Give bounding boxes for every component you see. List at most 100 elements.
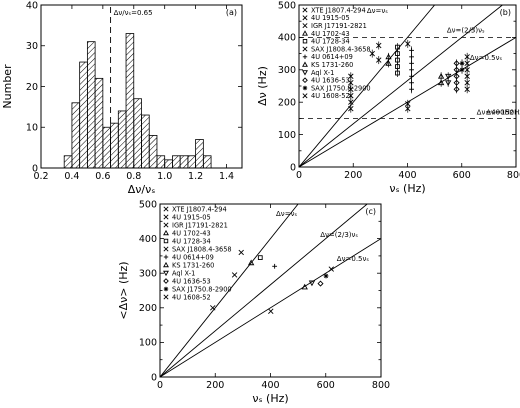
series-sax-j1808-4-3658 xyxy=(268,308,274,314)
histogram-panel-a: Δν/νₛ=0.65 0.2 0.4 0.6 0.8 1.0 1.2 1.4 0 10 20 30 40… xyxy=(1,0,243,196)
y-tick-label: 300 xyxy=(278,65,296,76)
data-point xyxy=(328,266,334,272)
data-point xyxy=(302,30,308,36)
series-4u-0614-09 xyxy=(272,263,278,269)
legend-entry: 4U 1728-34 xyxy=(172,237,211,245)
data-point xyxy=(464,67,470,73)
y-tick-label: 100 xyxy=(139,338,157,349)
data-point xyxy=(395,70,400,76)
panel-label: (a) xyxy=(226,8,237,17)
data-point xyxy=(308,280,316,287)
x-tick-label: 800 xyxy=(372,380,390,391)
data-point xyxy=(385,53,392,60)
x-axis-label: νₛ (Hz) xyxy=(389,182,425,195)
series-sax-j1808-4-3658 xyxy=(405,39,411,113)
marker-stroke xyxy=(302,46,308,52)
data-point xyxy=(464,60,470,67)
data-point xyxy=(395,44,400,50)
marker-stroke xyxy=(405,105,411,112)
data-point xyxy=(385,59,392,66)
data-point xyxy=(409,67,414,73)
data-point xyxy=(302,77,308,84)
data-point xyxy=(437,79,445,86)
data-point xyxy=(238,249,244,256)
data-point xyxy=(302,46,308,52)
reference-line-label: Δν=(2/3)νₛ xyxy=(447,27,485,35)
y-tick-label: 0 xyxy=(32,163,38,174)
x-tick-label: 0 xyxy=(157,380,163,391)
marker-stroke xyxy=(302,93,308,99)
x-axis-label: νₛ (Hz) xyxy=(252,392,288,405)
series-4u-1728-34 xyxy=(395,43,400,78)
x-tick-label: 600 xyxy=(453,170,471,181)
histogram-bar xyxy=(187,155,197,168)
marker-stroke xyxy=(376,42,382,49)
marker-stroke xyxy=(348,105,354,112)
y-tick-label: 0 xyxy=(151,372,157,383)
marker-stroke xyxy=(268,308,274,314)
plot-area xyxy=(160,204,381,377)
y-tick-label: 100 xyxy=(278,130,296,141)
y-tick-label: 400 xyxy=(139,234,157,245)
histogram-bar xyxy=(71,102,81,168)
data-point xyxy=(210,305,216,311)
data-point xyxy=(302,93,308,99)
series-sax-j1750-8-2900 xyxy=(459,59,465,74)
horizontal-limit-label: Δν=150Hz xyxy=(486,109,520,117)
data-point xyxy=(163,238,169,244)
y-axis-label: Number xyxy=(1,64,14,109)
y-tick-label: 300 xyxy=(139,269,157,280)
data-point xyxy=(302,38,308,44)
series-4u-1608-52 xyxy=(464,52,470,94)
data-point xyxy=(409,86,414,92)
marker-stroke xyxy=(369,50,375,57)
data-point xyxy=(302,15,308,21)
legend-entry: XTE J1807.4-294 xyxy=(172,205,227,213)
marker-stroke xyxy=(348,80,354,86)
data-point xyxy=(464,54,470,60)
x-tick-label: 200 xyxy=(344,170,362,181)
data-point xyxy=(348,73,354,79)
reference-line-label: Δν=0.5νₛ xyxy=(337,255,370,263)
marker-stroke xyxy=(324,273,329,278)
data-point xyxy=(395,64,400,69)
series-xte-j1807-4-294 xyxy=(348,72,354,113)
marker-stroke xyxy=(405,101,411,107)
reference-line-label: Δν=0.5νₛ xyxy=(470,54,503,62)
histogram-bar xyxy=(141,114,150,168)
marker-stroke xyxy=(302,15,308,21)
histogram-bar xyxy=(102,126,111,168)
x-tick-label: 0.4 xyxy=(64,171,79,182)
marker-stroke xyxy=(464,80,470,86)
marker-stroke xyxy=(163,206,169,212)
data-point xyxy=(317,280,324,287)
marker-stroke xyxy=(302,23,308,29)
data-point xyxy=(163,214,169,220)
legend-entry: 4U 1608-52 xyxy=(172,293,211,301)
data-point xyxy=(376,42,382,49)
legend-entry: Aql X-1 xyxy=(172,269,195,277)
reference-line xyxy=(160,204,299,377)
data-point xyxy=(257,255,263,261)
panel-label: (c) xyxy=(365,207,376,216)
x-tick-label: 400 xyxy=(261,380,279,391)
marker-stroke xyxy=(376,57,382,63)
data-point xyxy=(453,60,460,67)
histogram-bar xyxy=(172,155,181,168)
marker-stroke xyxy=(163,222,169,228)
data-point xyxy=(409,73,414,79)
data-point xyxy=(453,86,460,93)
reference-line-label: Δν=νₛ xyxy=(276,210,297,218)
series-4u-1702-43 xyxy=(247,259,255,266)
series-aql-x-1 xyxy=(308,280,316,287)
data-point xyxy=(453,73,460,80)
reference-line xyxy=(160,204,368,377)
data-point xyxy=(231,272,238,278)
series-aql-x-1 xyxy=(445,72,452,87)
data-point xyxy=(459,60,465,66)
legend-entry: SAX J1808.4-3658 xyxy=(311,45,371,53)
legend-entry: KS 1731-260 xyxy=(172,261,214,269)
marker-stroke xyxy=(303,86,307,90)
